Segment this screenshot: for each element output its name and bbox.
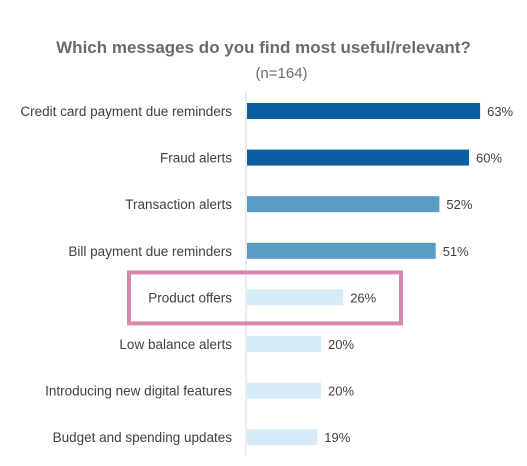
bar [247,336,321,352]
bar [247,149,469,166]
category-label: Bill payment due reminders [68,244,232,259]
category-label: Budget and spending updates [53,430,233,445]
value-label: 19% [324,430,350,445]
value-label: 26% [350,290,376,305]
bar [247,429,318,446]
category-label: Credit card payment due reminders [20,104,232,119]
category-label: Transaction alerts [125,197,232,212]
value-label: 52% [446,197,472,212]
bar [247,242,436,259]
bar [247,289,344,306]
value-label: 63% [487,104,513,119]
chart-subtitle: (n=164) [255,65,308,82]
chart-title: Which messages do you find most useful/r… [56,38,471,57]
highlight-box [127,270,403,326]
value-label: 60% [476,151,502,166]
bar [247,103,481,119]
category-label: Low balance alerts [119,337,232,352]
category-label: Fraud alerts [160,151,232,166]
bar [247,382,321,399]
value-label: 20% [328,384,354,399]
value-label: 51% [443,244,469,259]
category-label: Introducing new digital features [45,384,232,399]
value-label: 20% [328,337,354,352]
bar [247,196,440,213]
category-label: Product offers [148,290,232,305]
